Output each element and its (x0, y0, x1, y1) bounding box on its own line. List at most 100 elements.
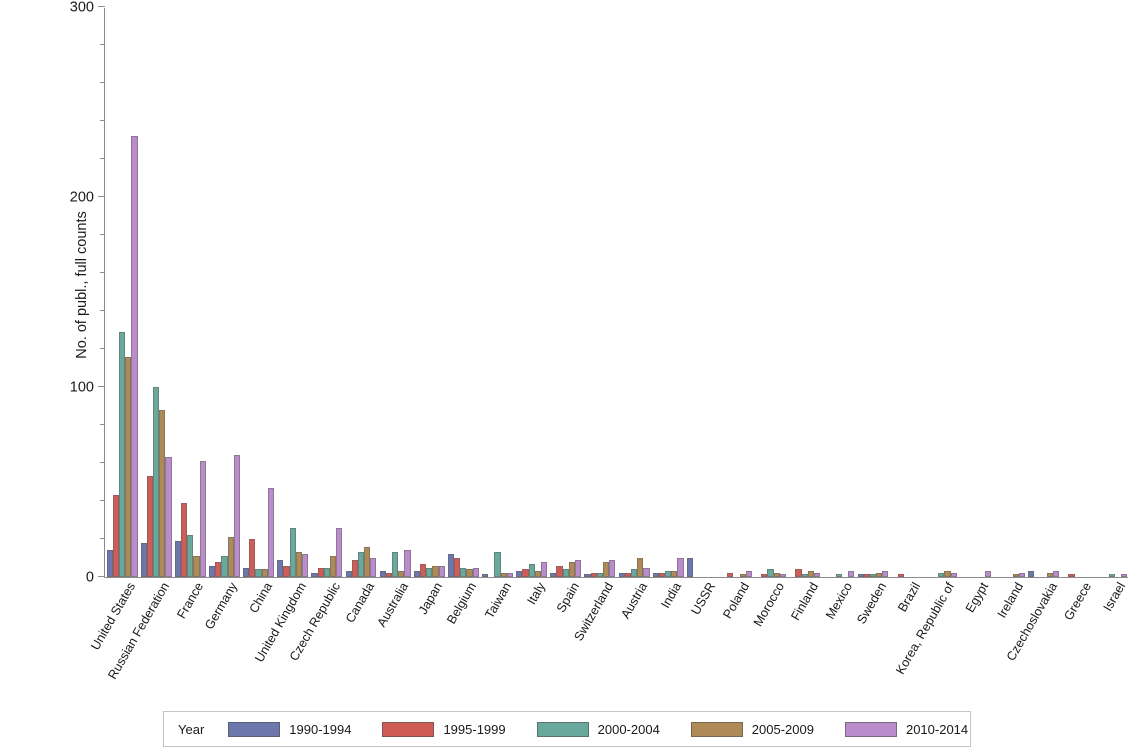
bar[interactable] (329, 556, 337, 577)
bar[interactable] (1121, 574, 1128, 577)
bar[interactable] (261, 569, 268, 577)
bar[interactable] (556, 565, 563, 577)
bar[interactable] (671, 571, 678, 577)
bar[interactable] (767, 569, 774, 577)
bar[interactable] (351, 559, 358, 577)
bar[interactable] (584, 574, 591, 577)
bar[interactable] (432, 565, 439, 577)
bar[interactable] (174, 540, 182, 577)
bar[interactable] (773, 573, 780, 577)
bar[interactable] (419, 563, 427, 577)
bar[interactable] (1046, 573, 1053, 577)
bar[interactable] (795, 569, 802, 577)
bar[interactable] (398, 571, 405, 577)
bar[interactable] (779, 574, 787, 577)
legend-item[interactable]: 1990-1994 (228, 721, 351, 737)
bar[interactable] (618, 573, 625, 577)
bar[interactable] (677, 558, 684, 577)
bar[interactable] (289, 527, 296, 577)
bar[interactable] (801, 574, 808, 577)
bar[interactable] (686, 558, 694, 577)
bar[interactable] (863, 574, 870, 577)
bar[interactable] (500, 573, 507, 577)
bar[interactable] (528, 563, 535, 577)
bar[interactable] (364, 546, 371, 577)
bar[interactable] (295, 552, 302, 577)
bar[interactable] (876, 573, 883, 577)
bar[interactable] (534, 571, 541, 577)
bar[interactable] (159, 409, 166, 577)
bar[interactable] (1052, 571, 1060, 577)
bar[interactable] (438, 565, 445, 577)
bar[interactable] (317, 567, 324, 577)
bar[interactable] (472, 567, 479, 577)
bar[interactable] (739, 574, 746, 577)
bar[interactable] (379, 571, 386, 577)
bar[interactable] (233, 455, 240, 577)
bar[interactable] (426, 567, 433, 577)
bar[interactable] (345, 571, 352, 577)
bar[interactable] (447, 554, 455, 577)
bar[interactable] (146, 476, 154, 577)
bar[interactable] (550, 573, 557, 577)
bar[interactable] (984, 571, 991, 577)
legend-item[interactable]: 2005-2009 (690, 721, 814, 737)
bar[interactable] (630, 569, 638, 577)
bar[interactable] (665, 571, 672, 577)
bar[interactable] (267, 487, 275, 577)
bar[interactable] (1068, 574, 1075, 577)
bar[interactable] (596, 573, 603, 577)
bar[interactable] (950, 573, 957, 577)
bar[interactable] (745, 571, 752, 577)
bar[interactable] (869, 574, 877, 577)
bar[interactable] (643, 567, 650, 577)
bar[interactable] (466, 569, 473, 577)
bar[interactable] (540, 561, 548, 577)
legend-item[interactable]: 2010-2014 (844, 721, 968, 737)
bar[interactable] (807, 571, 814, 577)
bar[interactable] (301, 554, 309, 577)
bar[interactable] (454, 558, 461, 577)
bar[interactable] (165, 457, 172, 577)
bar[interactable] (413, 571, 420, 577)
bar[interactable] (311, 573, 318, 577)
bar[interactable] (813, 573, 821, 577)
legend-item[interactable]: 1995-1999 (382, 721, 506, 737)
bar[interactable] (897, 574, 904, 577)
bar[interactable] (848, 571, 855, 577)
bar[interactable] (140, 542, 147, 577)
bar[interactable] (187, 535, 194, 577)
bar[interactable] (602, 561, 610, 577)
bar[interactable] (522, 569, 529, 577)
bar[interactable] (944, 571, 951, 577)
bar[interactable] (208, 565, 216, 577)
bar[interactable] (227, 537, 234, 577)
bar[interactable] (882, 571, 889, 577)
bar[interactable] (336, 527, 343, 577)
bar[interactable] (106, 550, 113, 577)
bar[interactable] (221, 556, 228, 577)
bar[interactable] (118, 331, 126, 577)
bar[interactable] (575, 559, 582, 577)
bar[interactable] (568, 561, 576, 577)
bar[interactable] (277, 559, 284, 577)
bar[interactable] (125, 356, 132, 577)
bar[interactable] (637, 558, 644, 577)
bar[interactable] (494, 552, 501, 577)
bar[interactable] (199, 461, 206, 577)
legend-item[interactable]: 2000-2004 (536, 721, 660, 737)
bar[interactable] (761, 574, 768, 577)
bar[interactable] (1108, 574, 1115, 577)
bar[interactable] (835, 574, 842, 577)
bar[interactable] (370, 558, 377, 577)
bar[interactable] (938, 573, 945, 577)
bar[interactable] (153, 387, 160, 577)
bar[interactable] (652, 573, 659, 577)
bar[interactable] (243, 567, 250, 577)
bar[interactable] (283, 565, 290, 577)
bar[interactable] (112, 495, 119, 577)
bar[interactable] (357, 552, 365, 577)
bar[interactable] (727, 573, 734, 577)
bar[interactable] (385, 573, 392, 577)
bar[interactable] (609, 559, 616, 577)
